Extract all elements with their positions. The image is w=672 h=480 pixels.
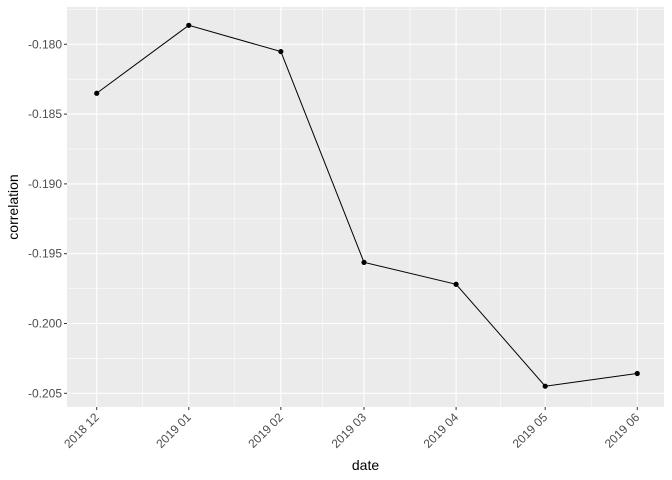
y-axis: -0.180 -0.185 -0.190 -0.195 -0.200 -0.205 — [28, 37, 67, 400]
grid-lines — [67, 7, 664, 407]
x-axis-title: date — [352, 457, 379, 473]
data-point — [634, 370, 640, 377]
x-tick-label: 2019 04 — [421, 410, 462, 451]
y-tick-label: -0.185 — [28, 107, 62, 121]
series — [94, 22, 640, 389]
x-axis: 2018 12 2019 01 2019 02 2019 03 2019 04 2019 … — [61, 407, 643, 451]
y-tick-label: -0.180 — [28, 37, 62, 51]
plot-panel — [67, 7, 664, 407]
data-point — [94, 90, 100, 96]
data-point — [186, 22, 192, 28]
y-axis-title: correlation — [5, 174, 21, 239]
data-point — [453, 281, 459, 287]
y-tick-label: -0.205 — [28, 386, 62, 400]
x-tick-label: 2019 02 — [245, 410, 286, 451]
y-tick-label: -0.190 — [28, 177, 62, 191]
x-tick-label: 2019 05 — [510, 410, 551, 451]
data-point — [361, 259, 367, 265]
x-tick-label: 2019 01 — [153, 410, 194, 451]
data-point — [542, 383, 548, 389]
x-tick-label: 2018 12 — [61, 410, 102, 451]
x-tick-label: 2019 03 — [329, 410, 370, 451]
y-tick-label: -0.195 — [28, 247, 62, 261]
y-tick-label: -0.200 — [28, 317, 62, 331]
x-tick-label: 2019 06 — [602, 410, 643, 451]
data-point — [278, 48, 284, 55]
